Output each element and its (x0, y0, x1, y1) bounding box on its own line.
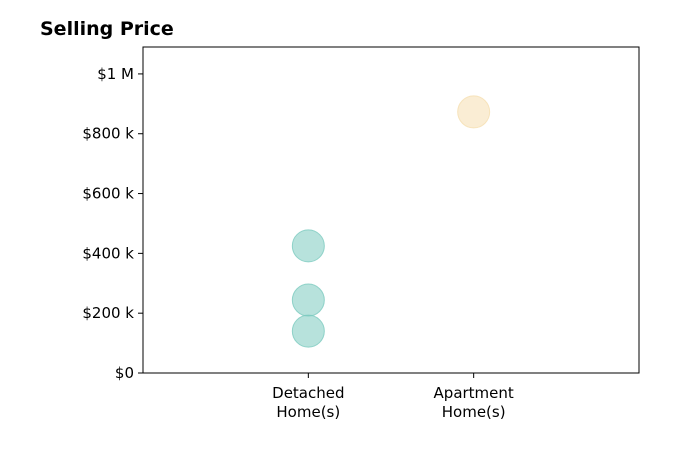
point (457, 95, 491, 129)
chart-title: Selling Price (40, 18, 174, 40)
y-tick-label: $400 k (82, 244, 134, 262)
y-tick-label: $200 k (82, 304, 134, 322)
plot-frame (142, 46, 640, 374)
point (291, 283, 325, 317)
point (291, 314, 325, 348)
y-tick-label: $600 k (82, 185, 134, 203)
x-tick-label: Detached Home(s) (272, 384, 344, 421)
y-tick-label: $1 M (97, 65, 134, 83)
x-tick-label: Apartment Home(s) (434, 384, 514, 421)
y-tick-label: $800 k (82, 125, 134, 143)
y-tick-label: $0 (115, 364, 134, 382)
point (291, 229, 325, 263)
